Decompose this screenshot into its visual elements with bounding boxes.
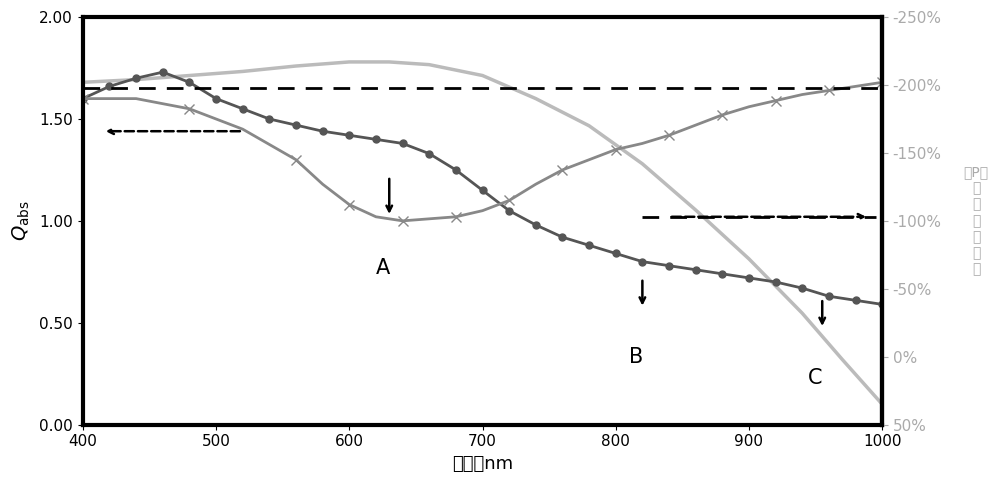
Y-axis label: $Q_{\mathrm{abs}}$: $Q_{\mathrm{abs}}$ — [11, 200, 32, 241]
Text: C: C — [808, 367, 823, 388]
Y-axis label: （P）
片
因
散
射
噪
声: （P） 片 因 散 射 噪 声 — [964, 165, 989, 276]
Text: A: A — [375, 257, 390, 277]
Text: B: B — [629, 347, 643, 367]
X-axis label: 波长／nm: 波长／nm — [452, 455, 513, 473]
